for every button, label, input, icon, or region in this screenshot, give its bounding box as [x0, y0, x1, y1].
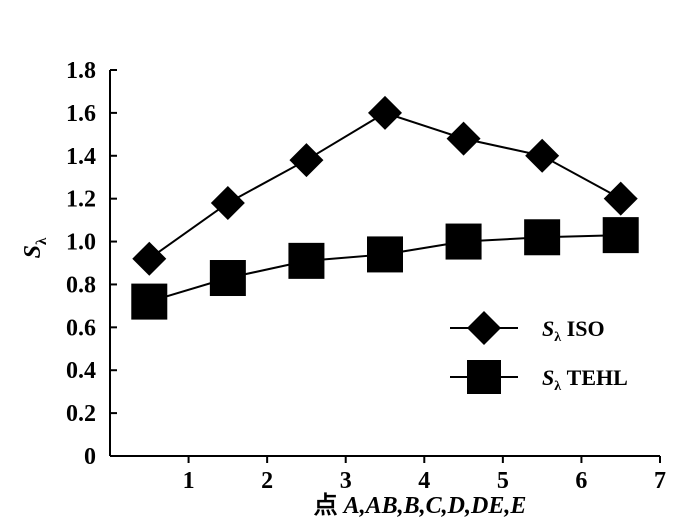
- y-tick-label: 1.8: [66, 58, 96, 84]
- y-axis-title-main: S: [20, 245, 46, 258]
- y-axis-title-sub: λ: [34, 237, 50, 245]
- legend: Sλ ISO Sλ TEHL: [450, 311, 628, 394]
- y-tick-label: 0.8: [66, 272, 96, 298]
- y-tick-label: 1.0: [66, 230, 96, 256]
- data-point-square: [209, 260, 246, 297]
- data-point-diamond: [603, 181, 638, 216]
- data-point-diamond: [210, 185, 245, 220]
- y-tick-label: 0.6: [66, 315, 96, 341]
- axes: 0 0.2 0.4 0.6 0.8 1.0 1.2 1.4 1.6 1.8 1 2 3 4 5 6 7: [66, 58, 666, 494]
- legend-item-iso: Sλ ISO: [450, 311, 605, 345]
- data-point-square: [131, 283, 168, 320]
- x-tick-label: 7: [654, 468, 666, 494]
- legend-item-tehl: Sλ TEHL: [450, 360, 628, 394]
- legend-label-tehl: Sλ TEHL: [542, 365, 628, 394]
- data-point-square: [524, 219, 561, 256]
- legend-label-iso-sub: λ: [554, 330, 561, 345]
- x-axis-title-prefix: 点: [314, 492, 344, 519]
- data-point-diamond: [368, 95, 402, 130]
- legend-marker-diamond: [467, 311, 501, 345]
- y-tick-label: 0.2: [66, 401, 96, 427]
- x-tick-label: 2: [261, 468, 273, 494]
- series-tehl: [131, 217, 639, 320]
- x-tick-label: 1: [183, 468, 195, 494]
- legend-label-iso-suffix: ISO: [561, 316, 604, 341]
- x-tick-label: 4: [418, 468, 430, 494]
- x-tick-label: 6: [575, 468, 587, 494]
- legend-label-iso: Sλ ISO: [542, 316, 605, 345]
- x-tick-label: 5: [497, 468, 509, 494]
- legend-label-iso-main: S: [542, 316, 554, 341]
- legend-label-tehl-suffix: TEHL: [561, 365, 628, 390]
- series-iso: [132, 95, 638, 276]
- legend-label-tehl-sub: λ: [554, 379, 561, 394]
- y-tick-label: 1.6: [66, 101, 96, 127]
- data-point-diamond: [446, 121, 481, 156]
- data-point-diamond: [525, 138, 560, 173]
- data-point-diamond: [132, 241, 167, 276]
- series-layer: [131, 95, 639, 320]
- y-tick-label: 1.2: [66, 187, 96, 213]
- y-tick-label: 1.4: [66, 144, 96, 170]
- y-tick-label: 0.4: [66, 358, 96, 384]
- x-tick-label: 3: [340, 468, 352, 494]
- y-tick-label: 0: [84, 444, 96, 470]
- data-point-diamond: [289, 143, 324, 178]
- legend-label-tehl-main: S: [542, 365, 554, 390]
- x-axis-title: 点 A,AB,B,C,D,DE,E: [314, 492, 527, 519]
- y-axis-title: Sλ: [20, 237, 50, 258]
- x-axis-title-main: A,AB,B,C,D,DE,E: [342, 493, 527, 519]
- data-point-square: [445, 223, 482, 260]
- data-point-square: [367, 236, 403, 273]
- data-point-square: [288, 242, 325, 279]
- legend-marker-square: [467, 360, 501, 394]
- data-point-square: [602, 217, 639, 254]
